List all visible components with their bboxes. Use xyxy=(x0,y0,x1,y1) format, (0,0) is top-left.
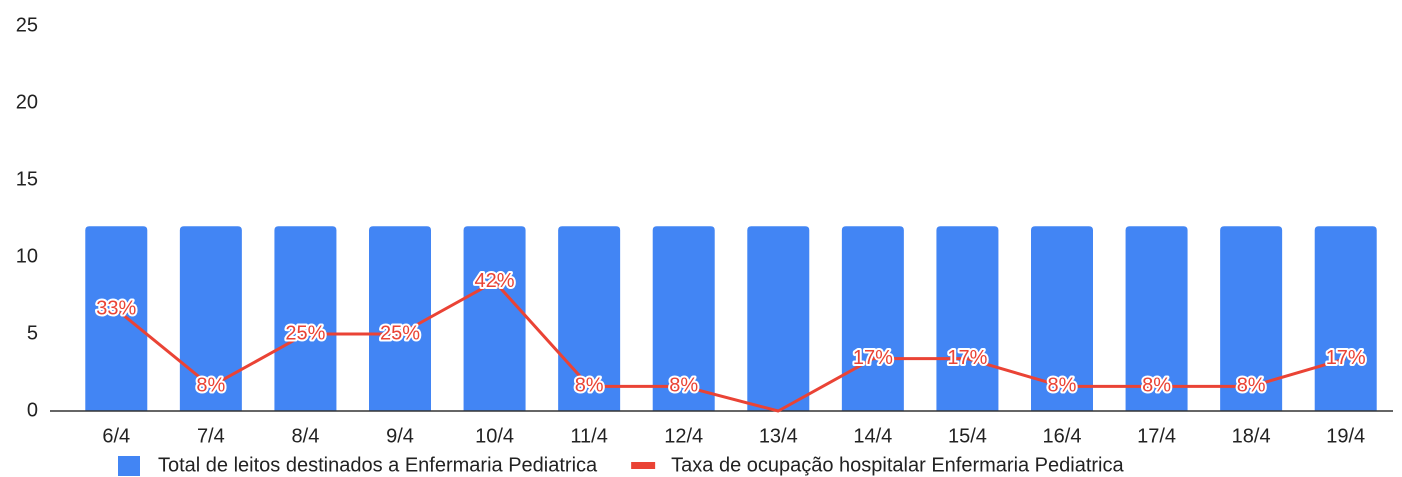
x-tick-label: 8/4 xyxy=(292,425,320,447)
bar xyxy=(936,226,999,411)
x-tick-label: 19/4 xyxy=(1326,425,1365,447)
bar xyxy=(558,226,621,411)
data-label: 8% xyxy=(669,375,698,397)
x-tick-label: 16/4 xyxy=(1043,425,1082,447)
bar xyxy=(463,226,526,411)
bar xyxy=(274,226,337,411)
y-tick-label: 15 xyxy=(16,168,38,190)
data-label: 25% xyxy=(285,322,325,344)
data-label: 33% xyxy=(96,298,136,320)
x-tick-label: 10/4 xyxy=(475,425,514,447)
x-tick-label: 12/4 xyxy=(664,425,703,447)
x-tick-label: 6/4 xyxy=(102,425,130,447)
bar xyxy=(747,226,810,411)
bar xyxy=(652,226,715,411)
legend-swatch xyxy=(118,456,140,476)
y-tick-label: 0 xyxy=(27,399,38,421)
bar xyxy=(179,226,242,411)
bar xyxy=(1314,226,1377,411)
y-tick-label: 20 xyxy=(16,91,38,113)
x-tick-label: 14/4 xyxy=(853,425,892,447)
y-tick-label: 5 xyxy=(27,322,38,344)
data-label: 8% xyxy=(1237,375,1266,397)
legend-label: Taxa de ocupação hospitalar Enfermaria P… xyxy=(671,454,1124,476)
legend-label: Total de leitos destinados a Enfermaria … xyxy=(158,454,598,476)
bar xyxy=(841,226,904,411)
x-tick-label: 17/4 xyxy=(1137,425,1176,447)
data-label: 8% xyxy=(1048,375,1077,397)
data-label: 8% xyxy=(575,375,604,397)
data-label: 8% xyxy=(196,375,225,397)
data-label: 8% xyxy=(1142,375,1171,397)
legend-swatch xyxy=(631,462,656,469)
data-label: 17% xyxy=(1326,347,1366,369)
x-tick-label: 11/4 xyxy=(570,425,607,447)
y-tick-label: 25 xyxy=(16,14,38,36)
y-tick-label: 10 xyxy=(16,245,38,267)
x-tick-label: 15/4 xyxy=(948,425,987,447)
x-tick-label: 9/4 xyxy=(386,425,414,447)
bar xyxy=(1031,226,1093,411)
bar xyxy=(1125,226,1188,411)
x-tick-label: 13/4 xyxy=(759,425,798,447)
data-label: 17% xyxy=(947,347,987,369)
line xyxy=(115,280,1347,413)
bar xyxy=(85,226,148,411)
x-tick-label: 7/4 xyxy=(197,425,225,447)
x-tick-label: 18/4 xyxy=(1232,425,1271,447)
data-label: 17% xyxy=(853,347,893,369)
bar xyxy=(1220,226,1283,411)
bar xyxy=(369,226,431,411)
data-label: 42% xyxy=(475,270,515,292)
data-label: 25% xyxy=(380,322,420,344)
